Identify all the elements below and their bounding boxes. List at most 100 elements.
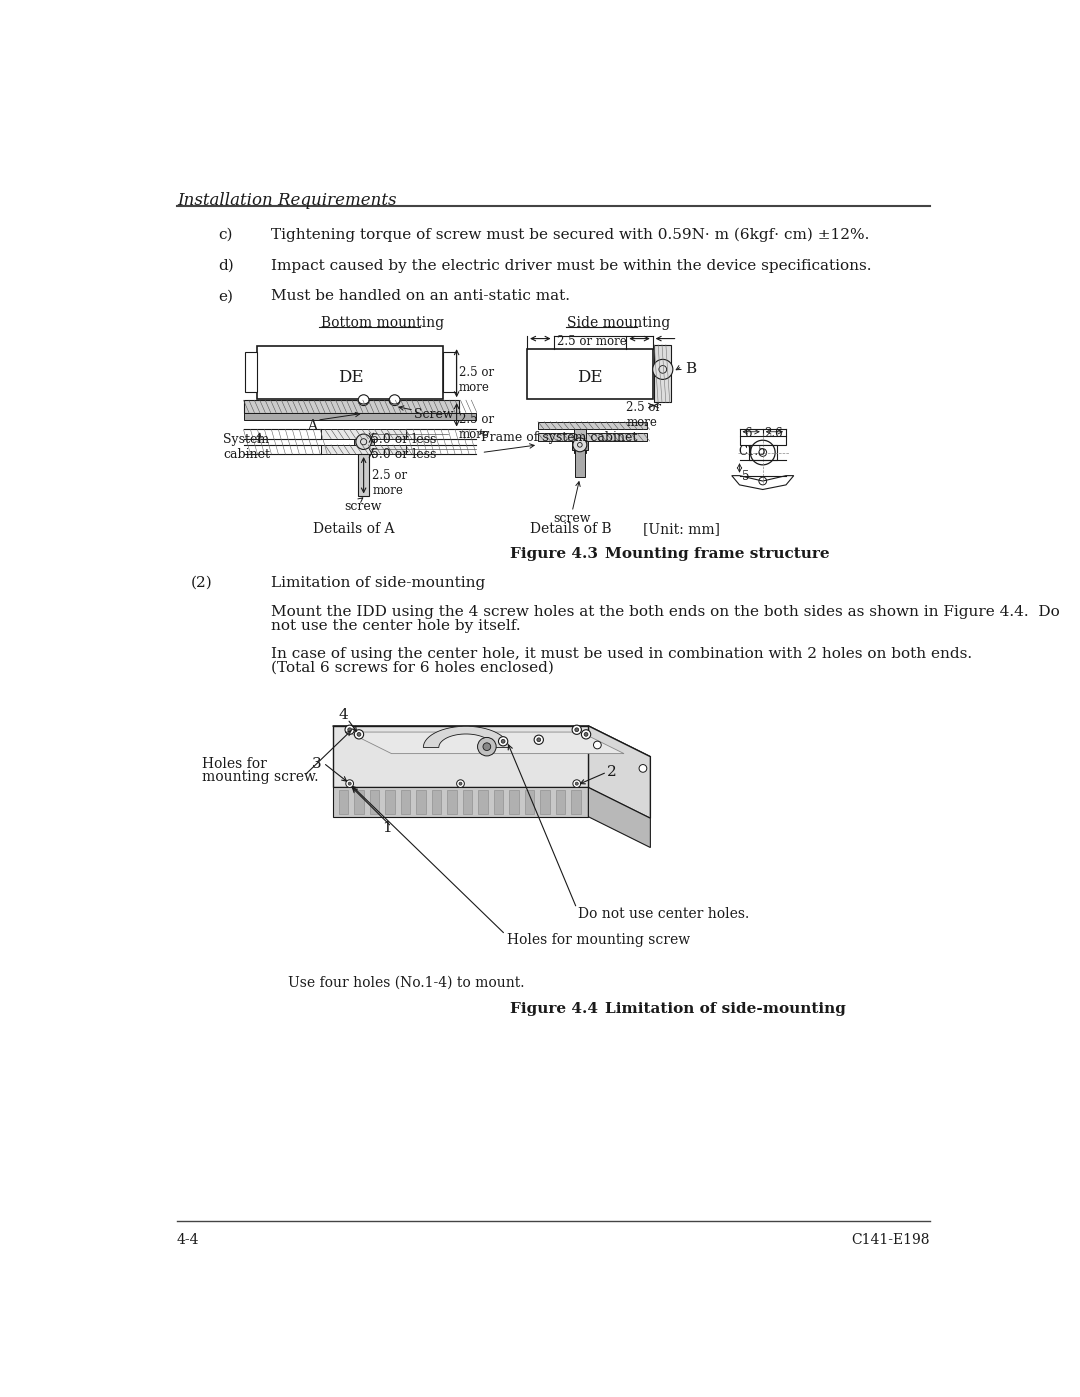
Bar — [527, 349, 652, 398]
Polygon shape — [423, 726, 509, 747]
Circle shape — [459, 782, 462, 785]
Text: Details of B: Details of B — [530, 522, 612, 536]
Circle shape — [499, 736, 508, 746]
Circle shape — [639, 764, 647, 773]
Bar — [447, 789, 457, 814]
Bar — [540, 789, 550, 814]
Text: DE: DE — [338, 369, 363, 386]
Bar — [748, 444, 777, 460]
Text: Holes for mounting screw: Holes for mounting screw — [507, 933, 690, 947]
Circle shape — [572, 780, 581, 788]
Bar — [444, 352, 456, 393]
Bar — [386, 789, 394, 814]
Text: Limitation of side-mounting: Limitation of side-mounting — [584, 1002, 847, 1016]
Bar — [740, 436, 786, 444]
Text: 1: 1 — [382, 821, 392, 835]
Circle shape — [501, 739, 505, 743]
Bar — [576, 450, 584, 478]
Bar — [538, 422, 647, 429]
Text: Mount the IDD using the 4 screw holes at the both ends on the both sides as show: Mount the IDD using the 4 screw holes at… — [271, 605, 1059, 619]
Bar — [359, 454, 369, 496]
Text: 2.5 or
more: 2.5 or more — [373, 469, 407, 497]
Text: e): e) — [218, 289, 233, 303]
Text: 2: 2 — [607, 766, 617, 780]
Bar — [432, 789, 441, 814]
Bar — [401, 789, 410, 814]
Bar — [478, 789, 488, 814]
Polygon shape — [333, 726, 589, 788]
Bar — [572, 441, 588, 450]
Text: Figure 4.3: Figure 4.3 — [510, 548, 597, 562]
Text: In case of using the center hole, it must be used in combination with 2 holes on: In case of using the center hole, it mus… — [271, 647, 972, 661]
Bar — [369, 789, 379, 814]
Circle shape — [357, 732, 361, 736]
Text: DE: DE — [577, 369, 603, 387]
Circle shape — [477, 738, 496, 756]
Text: (2): (2) — [191, 576, 213, 590]
Text: System
cabinet: System cabinet — [224, 433, 270, 461]
Bar — [245, 352, 257, 393]
Text: 6: 6 — [744, 427, 752, 440]
Bar — [321, 444, 406, 454]
Circle shape — [457, 780, 464, 788]
Circle shape — [483, 743, 490, 750]
Text: 2.5 or more: 2.5 or more — [557, 335, 627, 348]
Text: Must be handled on an anti-static mat.: Must be handled on an anti-static mat. — [271, 289, 569, 303]
Circle shape — [576, 782, 578, 785]
Text: 3: 3 — [312, 757, 322, 771]
Circle shape — [581, 729, 591, 739]
Text: Bottom mounting: Bottom mounting — [321, 316, 444, 330]
Text: 2.5 or
more: 2.5 or more — [459, 366, 494, 394]
Text: Use four holes (No.1-4) to mount.: Use four holes (No.1-4) to mount. — [288, 977, 525, 990]
Bar — [538, 433, 647, 441]
Polygon shape — [589, 788, 650, 848]
Polygon shape — [333, 788, 589, 817]
Text: Limitation of side-mounting: Limitation of side-mounting — [271, 576, 485, 590]
Polygon shape — [348, 732, 624, 753]
Text: 5: 5 — [742, 471, 750, 483]
Text: Do not use center holes.: Do not use center holes. — [578, 907, 750, 921]
Text: 2.5 or
more: 2.5 or more — [459, 412, 494, 440]
Bar — [257, 346, 444, 398]
Text: 2.5 or
more: 2.5 or more — [626, 401, 661, 429]
Text: A: A — [307, 419, 318, 433]
Circle shape — [354, 729, 364, 739]
Circle shape — [359, 395, 369, 405]
Bar — [339, 789, 348, 814]
Text: Impact caused by the electric driver must be within the device specifications.: Impact caused by the electric driver mus… — [271, 258, 872, 272]
Circle shape — [572, 437, 586, 451]
Circle shape — [584, 732, 588, 736]
Circle shape — [575, 728, 579, 732]
Text: B: B — [685, 362, 697, 376]
Circle shape — [356, 434, 372, 450]
Circle shape — [346, 780, 353, 788]
Text: C1.5: C1.5 — [738, 444, 766, 458]
Text: Tightening torque of screw must be secured with 0.59N· m (6kgf· cm) ±12%.: Tightening torque of screw must be secur… — [271, 228, 869, 242]
Bar — [556, 789, 565, 814]
Text: screw: screw — [345, 500, 381, 513]
Bar — [510, 789, 518, 814]
Text: (Total 6 screws for 6 holes enclosed): (Total 6 screws for 6 holes enclosed) — [271, 661, 554, 675]
Circle shape — [572, 725, 581, 735]
Text: 5.0 or less: 5.0 or less — [372, 448, 436, 461]
Bar — [463, 789, 472, 814]
Bar — [416, 789, 426, 814]
Circle shape — [345, 725, 354, 735]
Text: Holes for: Holes for — [202, 757, 268, 771]
Text: 2.6: 2.6 — [765, 427, 783, 440]
Text: Screw: Screw — [414, 408, 454, 420]
Text: Details of A: Details of A — [313, 522, 395, 536]
Text: Mounting frame structure: Mounting frame structure — [584, 548, 831, 562]
Circle shape — [348, 782, 351, 785]
Text: 4: 4 — [339, 708, 349, 722]
Circle shape — [537, 738, 541, 742]
Text: C141-E198: C141-E198 — [852, 1232, 930, 1246]
Circle shape — [594, 742, 602, 749]
Text: not use the center hole by itself.: not use the center hole by itself. — [271, 619, 521, 633]
Circle shape — [348, 728, 352, 732]
Bar — [243, 414, 476, 420]
Polygon shape — [333, 726, 650, 757]
Text: Side mounting: Side mounting — [567, 316, 671, 330]
Bar — [525, 789, 535, 814]
Bar — [571, 789, 581, 814]
